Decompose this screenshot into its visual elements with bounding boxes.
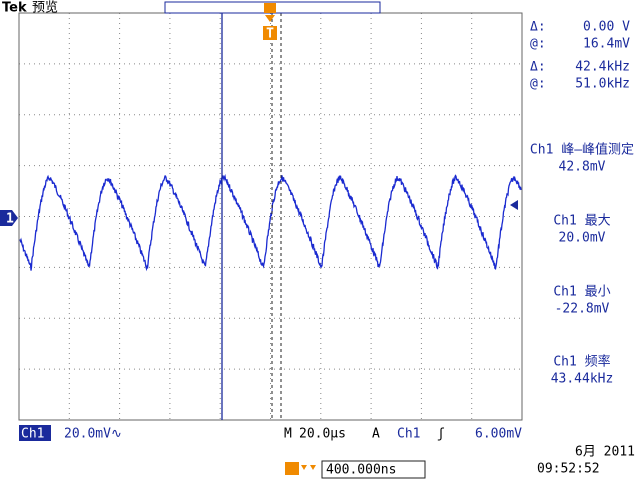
channel: Ch1 [21,427,44,442]
measurement-value: 42.8mV [559,160,606,175]
measurement-value: -22.8mV [555,302,610,317]
trigger-level: 6.00mV [475,427,522,442]
channel-marker-label: 1 [6,212,14,227]
timebase-label: M [284,427,292,442]
status-bar: Ch1 20.0mV∿ M 20.0µs A Ch1 ʃ 6.00mV [19,425,522,442]
date: 6月 2011 [575,445,635,460]
measurement-value: 20.0mV [559,231,606,246]
readout-label: Δ: [530,20,546,35]
timebase: 20.0µs [299,427,346,442]
readout-label: @: [530,37,546,52]
measurements: Ch1 峰—峰值测定 42.8mV Ch1 最大 20.0mV Ch1 最小 -… [530,142,634,387]
waveform [19,173,522,272]
mode: 预览 [32,0,58,16]
trigger-pos-icon [285,462,299,475]
measurement-name: Ch1 最大 [553,214,610,229]
trigger-pos-top [264,3,276,13]
trigger-arrow [265,15,275,22]
brand: Tek [2,1,27,16]
readout-label: Δ: [530,60,546,75]
time: 09:52:52 [537,462,600,477]
trigger-pos-arrow [301,465,307,470]
footer: 400.000ns 6月 2011 09:52:52 [285,445,635,479]
channel-marker [0,210,18,226]
measurement-name: Ch1 最小 [553,285,610,300]
channel-box [19,425,51,441]
readout-value: 16.4mV [583,37,630,52]
trigger-slope: ʃ [437,427,445,442]
trigger-pos-arrow [310,465,316,470]
trigger-marker-label: T [266,27,274,42]
readout-value: 0.00 V [583,20,630,35]
trigger-mode: A [372,427,380,442]
readout-label: @: [530,77,546,92]
readout-value: 42.4kHz [575,60,630,75]
measurement-value: 43.44kHz [551,372,614,387]
trigger-pos-box [321,460,426,479]
trigger-position: 400.000ns [326,463,396,478]
measurement-name: Ch1 频率 [553,354,610,370]
readout-value: 51.0kHz [575,77,630,92]
scale: 20.0mV∿ [64,427,122,442]
measurement-name: Ch1 峰—峰值测定 [530,142,634,158]
cursor-readouts: Δ: 0.00 V @: 16.4mV Δ: 42.4kHz @: 51.0kH… [530,20,630,92]
trigger-source: Ch1 [397,427,420,442]
trigger-marker [263,26,277,40]
trigger-level-arrow [510,200,518,210]
